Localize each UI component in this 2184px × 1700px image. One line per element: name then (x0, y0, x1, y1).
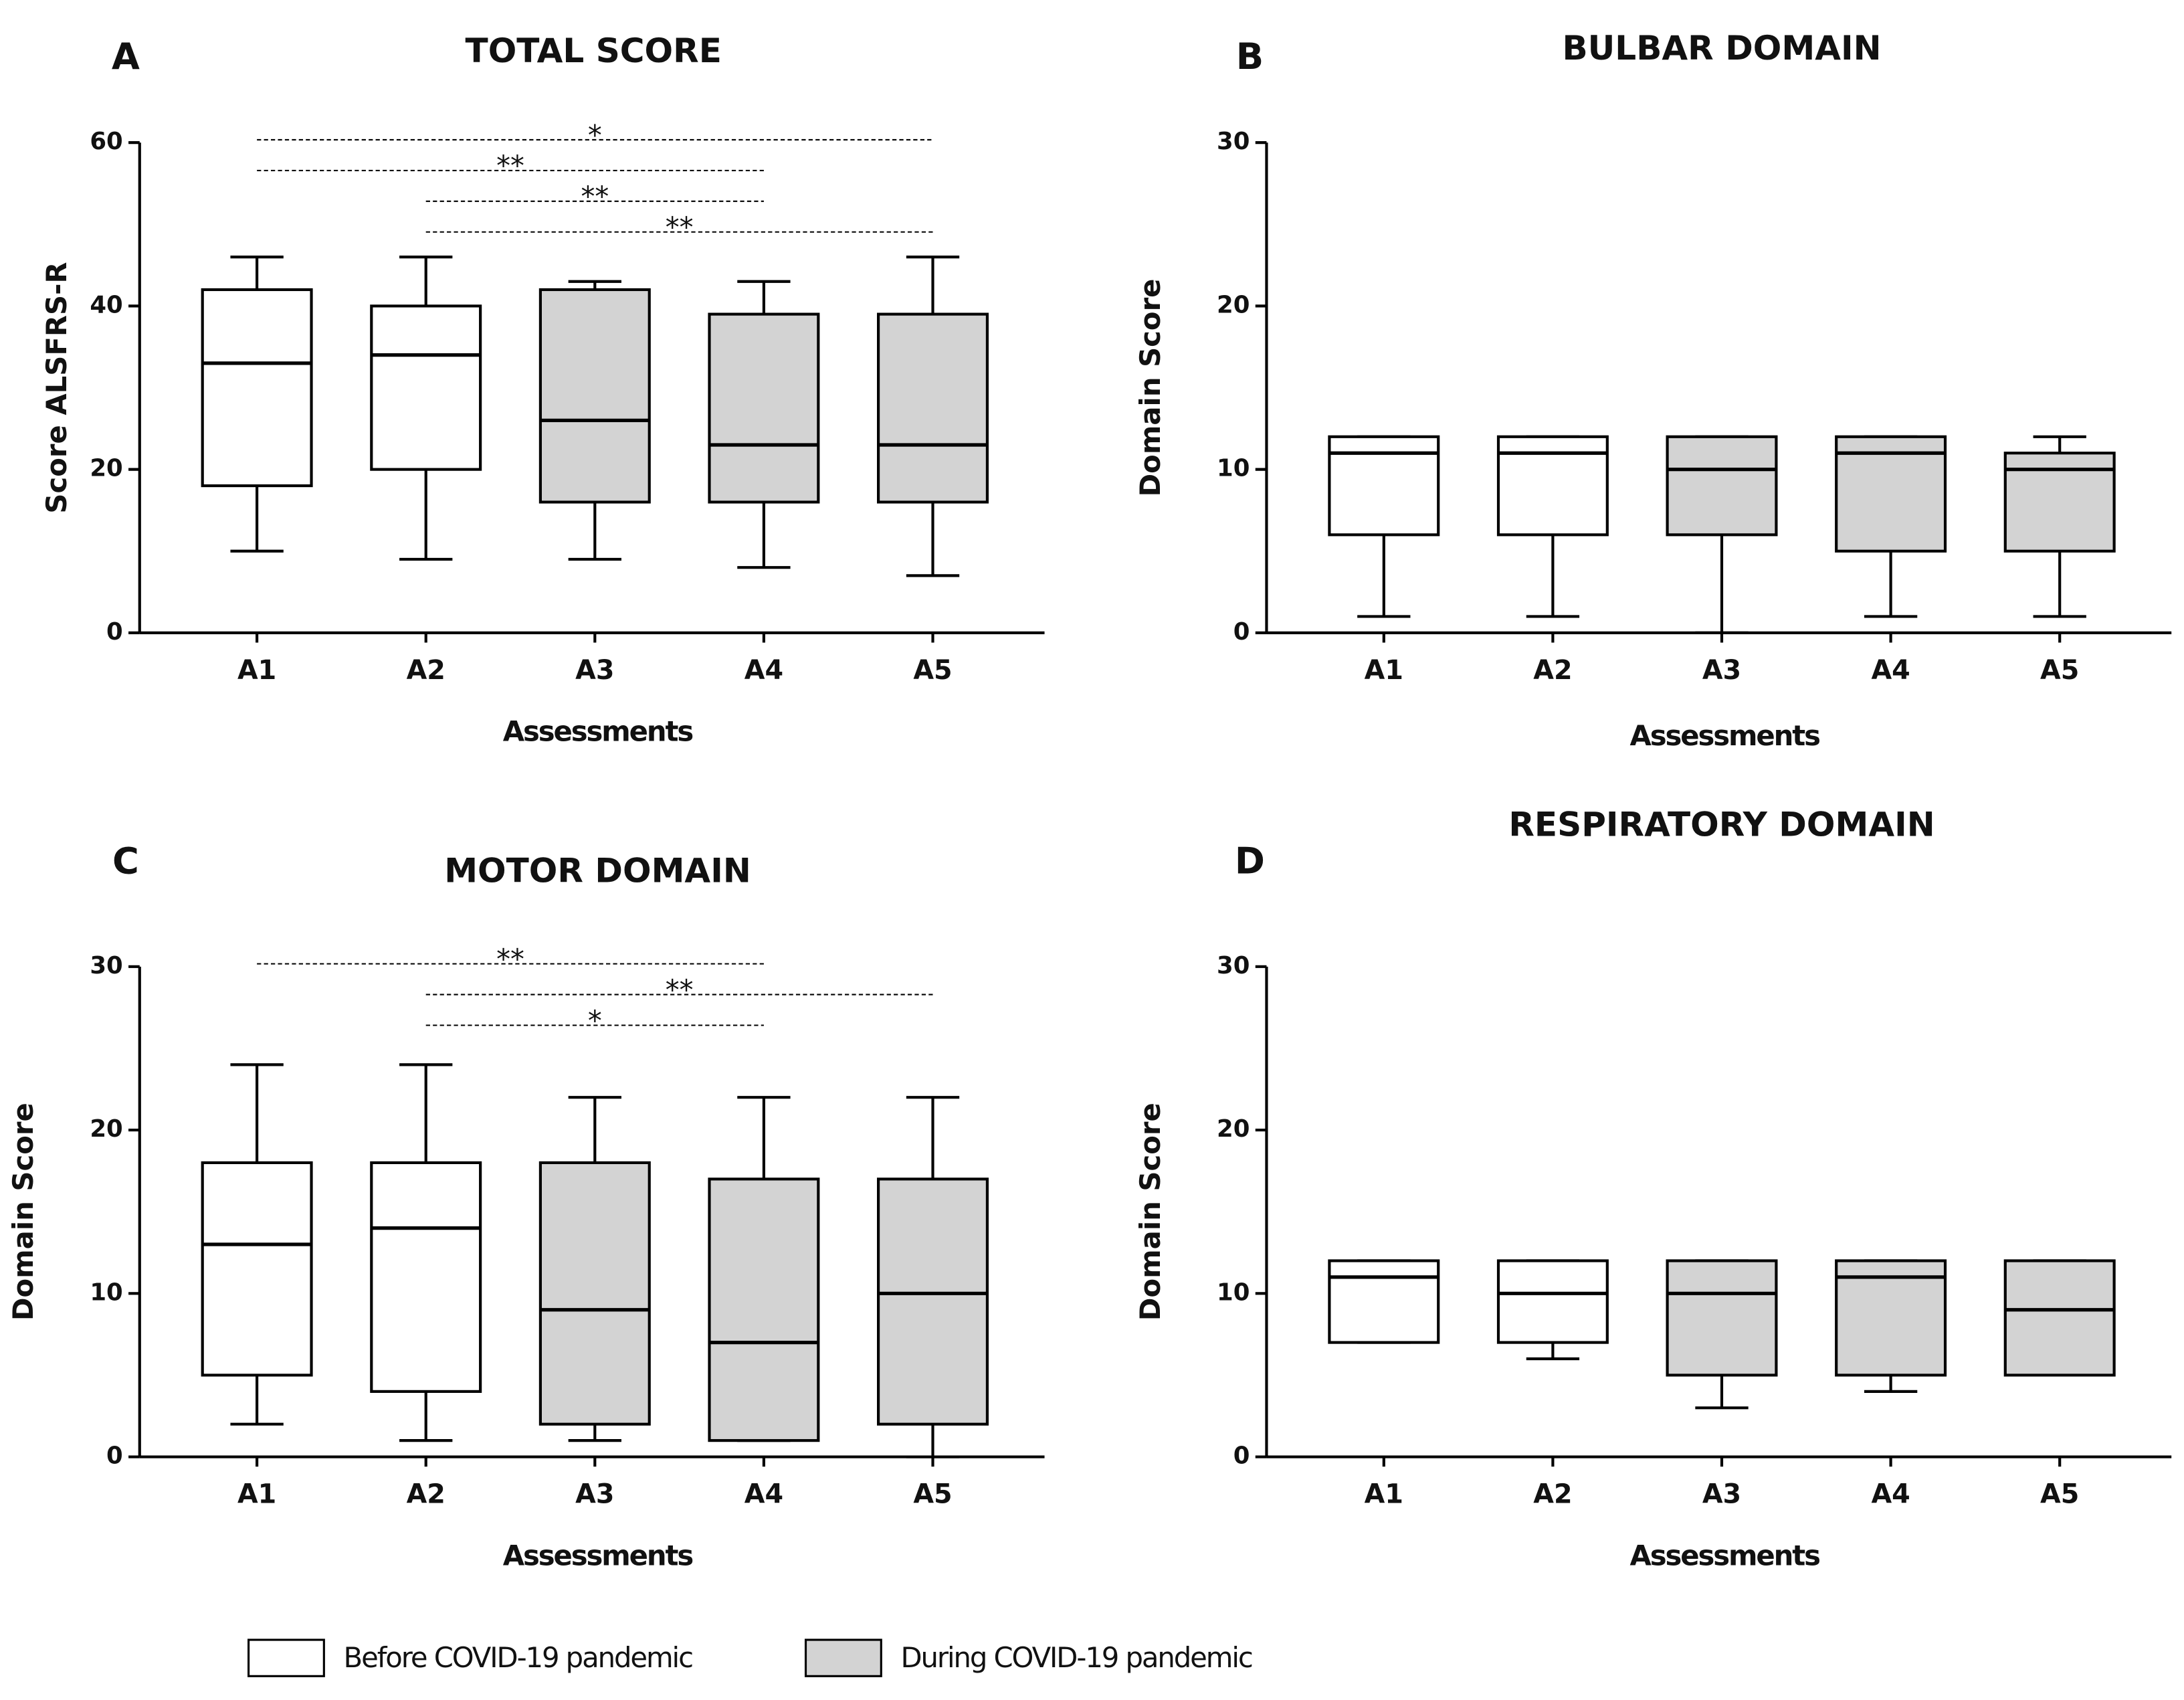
legend-label: During COVID-19 pandemic (900, 1641, 1252, 1674)
x-tick-label: A1 (237, 655, 276, 686)
chart-title: BULBAR DOMAIN (1562, 28, 1881, 68)
y-tick-label: 60 (90, 128, 122, 155)
box (1666, 1259, 1778, 1377)
x-axis-label: Assessments (503, 1539, 693, 1572)
x-tick-label: A2 (1533, 655, 1572, 686)
box (877, 1177, 989, 1426)
legend-swatch (804, 1638, 882, 1677)
y-axis-label: Score ALSFRS-R (40, 262, 73, 513)
y-tick-label: 30 (1217, 952, 1250, 979)
y-axis-label: Domain Score (7, 1103, 39, 1321)
box (1835, 435, 1947, 553)
x-tick-label: A4 (1871, 1479, 1910, 1510)
x-tick-label: A5 (913, 1479, 952, 1510)
panel-letter: D (1235, 840, 1265, 882)
y-tick-label: 30 (90, 952, 122, 979)
x-axis-label: Assessments (503, 715, 693, 748)
x-tick-label: A3 (575, 655, 614, 686)
significance-label: * (588, 118, 602, 151)
box (877, 312, 989, 504)
y-tick-label: 10 (1217, 1279, 1250, 1306)
significance-label: * (588, 1004, 602, 1037)
box (201, 288, 313, 488)
y-axis-label: Domain Score (1134, 279, 1167, 497)
y-tick-label: 0 (1233, 1442, 1250, 1470)
y-tick-label: 10 (1217, 455, 1250, 482)
box (1496, 1259, 1609, 1344)
y-tick-label: 20 (1217, 1115, 1250, 1143)
x-tick-label: A2 (407, 1479, 445, 1510)
chart-title: TOTAL SCORE (466, 31, 722, 70)
panel-letter: B (1236, 35, 1264, 78)
panel-letter: C (112, 840, 139, 882)
legend-label: Before COVID-19 pandemic (344, 1641, 693, 1674)
legend-swatch (247, 1638, 325, 1677)
box (1328, 1259, 1440, 1344)
x-tick-label: A4 (744, 655, 783, 686)
box (201, 1161, 313, 1377)
x-axis-label: Assessments (1629, 1539, 1819, 1572)
x-tick-label: A3 (1702, 1479, 1741, 1510)
significance-label: ** (496, 149, 524, 182)
y-tick-label: 40 (90, 291, 122, 318)
y-tick-label: 20 (1217, 291, 1250, 318)
chart-title: RESPIRATORY DOMAIN (1508, 805, 1934, 844)
box (538, 288, 651, 504)
box (1835, 1259, 1947, 1377)
x-axis-label: Assessments (1629, 719, 1819, 752)
x-tick-label: A5 (2040, 1479, 2079, 1510)
y-tick-label: 30 (1217, 128, 1250, 155)
x-tick-label: A3 (1702, 655, 1741, 686)
box (370, 304, 482, 471)
box (1666, 435, 1778, 537)
x-tick-label: A1 (1365, 655, 1403, 686)
y-tick-label: 20 (90, 455, 122, 482)
x-tick-label: A5 (913, 655, 952, 686)
y-tick-label: 0 (106, 618, 123, 646)
x-tick-label: A2 (407, 655, 445, 686)
y-tick-label: 0 (106, 1442, 123, 1470)
y-tick-label: 10 (90, 1279, 122, 1306)
x-tick-label: A3 (575, 1479, 614, 1510)
box (370, 1161, 482, 1393)
x-tick-label: A1 (237, 1479, 276, 1510)
x-tick-label: A5 (2040, 655, 2079, 686)
box (708, 1177, 820, 1442)
chart-title: MOTOR DOMAIN (444, 850, 751, 890)
significance-label: ** (496, 943, 524, 975)
significance-label: ** (666, 973, 694, 1006)
x-tick-label: A1 (1365, 1479, 1403, 1510)
y-tick-label: 0 (1233, 618, 1250, 646)
panel-letter: A (112, 35, 140, 78)
box (2003, 1259, 2116, 1377)
y-axis-label: Domain Score (1134, 1103, 1167, 1321)
significance-label: ** (666, 211, 694, 244)
box (708, 312, 820, 504)
significance-label: ** (581, 180, 609, 213)
x-tick-label: A4 (744, 1479, 783, 1510)
x-tick-label: A2 (1533, 1479, 1572, 1510)
x-tick-label: A4 (1871, 655, 1910, 686)
y-tick-label: 20 (90, 1115, 122, 1143)
box (538, 1161, 651, 1426)
